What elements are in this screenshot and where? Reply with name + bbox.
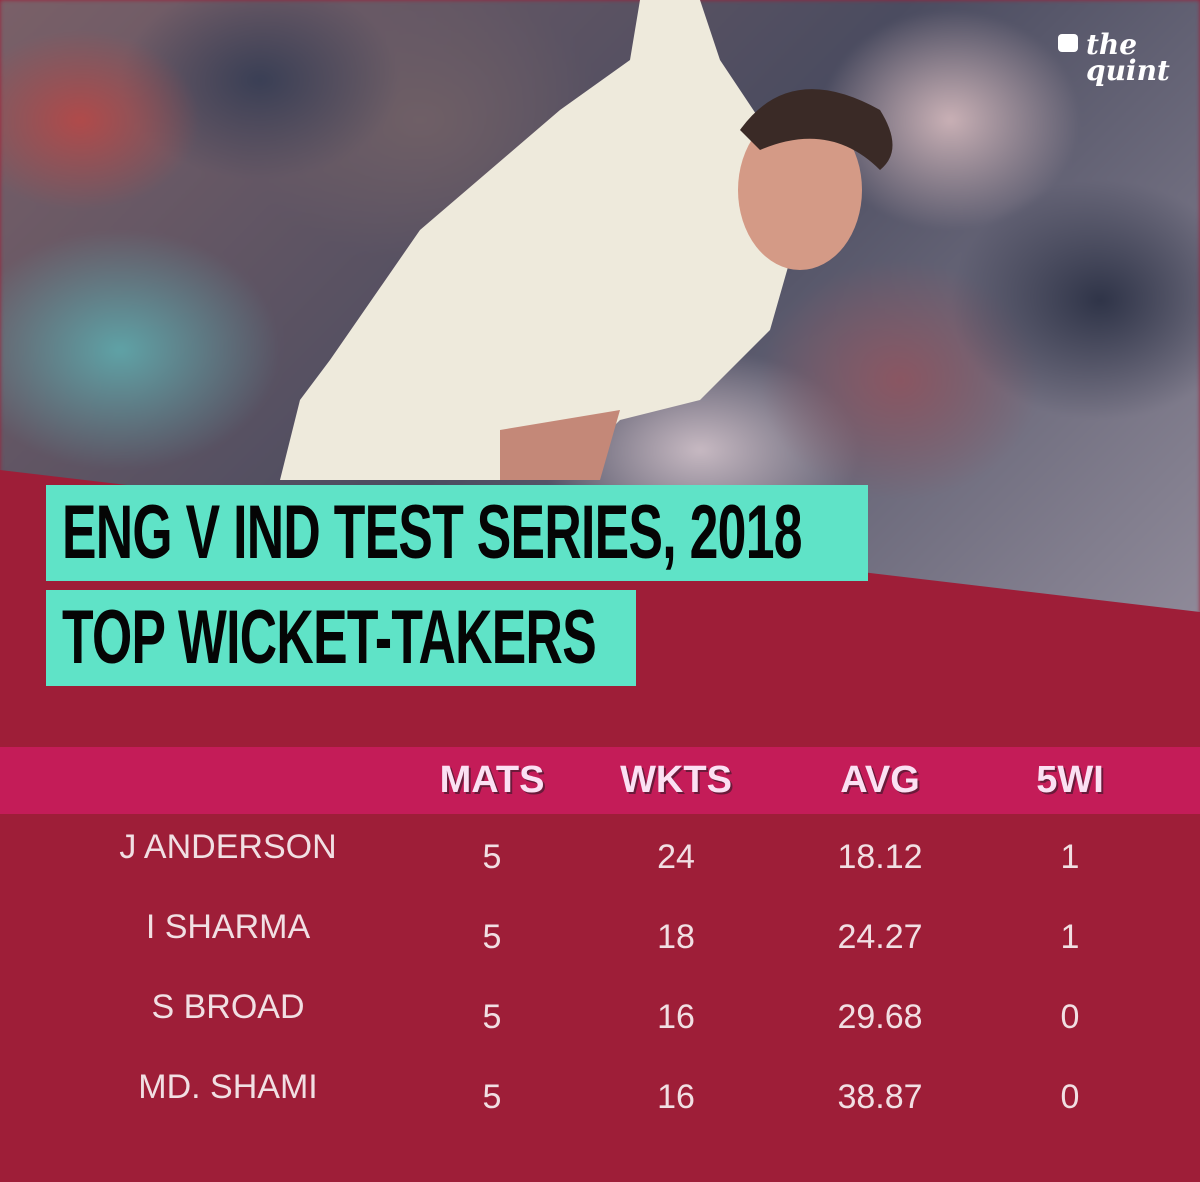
- cell-wkts: 16: [657, 998, 695, 1036]
- cell-mats: 5: [482, 838, 502, 876]
- column-header-wkts: WKTS: [620, 759, 732, 801]
- title-box-line2: TOP WICKET-TAKERS: [46, 590, 636, 686]
- the-quint-logo: the quint: [1058, 31, 1170, 85]
- page-title: ENG V IND TEST SERIES, 2018: [62, 490, 803, 575]
- cell-mats: 5: [482, 998, 502, 1036]
- cell-wkts: 18: [657, 918, 695, 956]
- cell-fivewi: 0: [1060, 1078, 1080, 1116]
- table-row: MD. SHAMI 5 16 38.87 0: [0, 1068, 1200, 1158]
- cell-name: I SHARMA: [145, 908, 311, 946]
- cell-fivewi: 1: [1060, 918, 1080, 956]
- page-subtitle: TOP WICKET-TAKERS: [62, 595, 597, 680]
- speech-bubble-icon: [1058, 34, 1078, 52]
- cell-avg: 38.87: [837, 1078, 923, 1116]
- cell-name: MD. SHAMI: [138, 1068, 318, 1106]
- cell-wkts: 24: [657, 838, 695, 876]
- cell-name: S BROAD: [151, 988, 305, 1026]
- table-header: MATS WKTS AVG 5WI: [0, 747, 1200, 814]
- cell-avg: 29.68: [837, 998, 923, 1036]
- bowler-photo: [280, 0, 893, 480]
- cell-wkts: 16: [657, 1078, 695, 1116]
- table-row: S BROAD 5 16 29.68 0: [0, 988, 1200, 1078]
- column-header-5wi: 5WI: [1036, 759, 1104, 801]
- cell-avg: 24.27: [837, 918, 923, 956]
- column-header-mats: MATS: [439, 759, 545, 801]
- table-row: I SHARMA 5 18 24.27 1: [0, 908, 1200, 998]
- cell-name: J ANDERSON: [119, 828, 337, 866]
- cell-mats: 5: [482, 1078, 502, 1116]
- table-row: J ANDERSON 5 24 18.12 1: [0, 828, 1200, 918]
- column-header-avg: AVG: [840, 759, 920, 801]
- cell-fivewi: 0: [1060, 998, 1080, 1036]
- cell-fivewi: 1: [1060, 838, 1080, 876]
- cell-mats: 5: [482, 918, 502, 956]
- cell-avg: 18.12: [837, 838, 923, 876]
- title-box-line1: ENG V IND TEST SERIES, 2018: [46, 485, 868, 581]
